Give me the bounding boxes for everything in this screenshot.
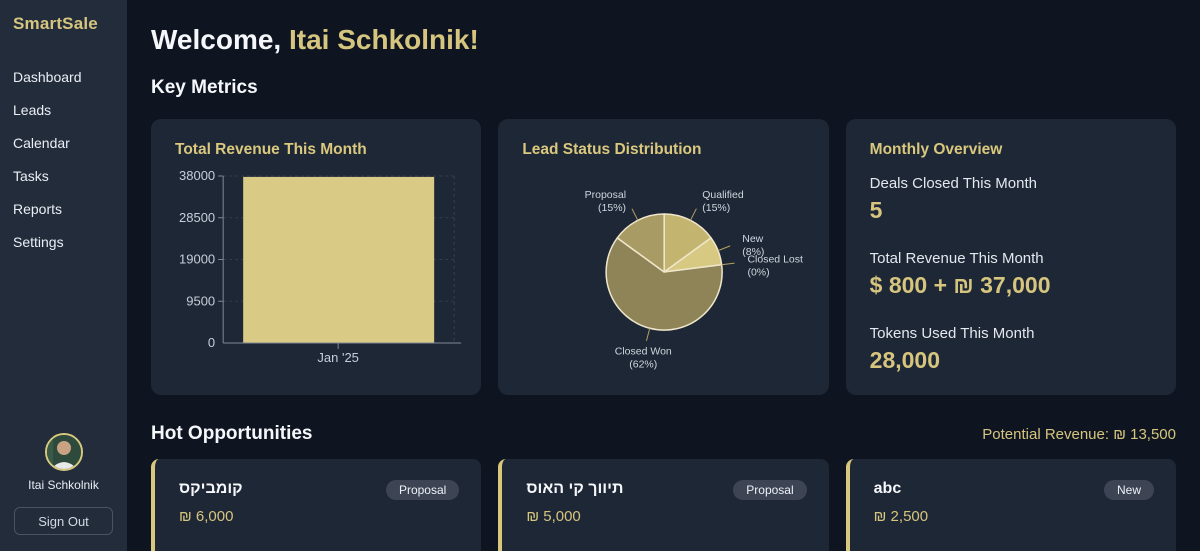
stat-total-revenue: Total Revenue This Month $ 800 + ₪ 37,00… xyxy=(870,250,1158,299)
revenue-bar-chart: 38000 28500 19000 9500 0 Jan '25 xyxy=(179,168,462,365)
opportunity-card[interactable]: קומביקס Proposal ₪ 6,000 Contact: ... xyxy=(151,459,482,551)
sidebar: SmartSale Dashboard Leads Calendar Tasks… xyxy=(0,0,127,551)
pie-slice-qualified xyxy=(663,213,713,273)
pie-label-pct: (15%) xyxy=(703,202,731,214)
welcome-heading: Welcome, Itai Schkolnik! xyxy=(151,24,1176,56)
pie-label-pct: (8%) xyxy=(743,246,765,258)
stat-label: Total Revenue This Month xyxy=(869,250,1044,267)
pie-label: Qualified xyxy=(703,189,745,201)
y-tick-28500: 28500 xyxy=(179,210,215,225)
stat-tokens-used: Tokens Used This Month 28,000 xyxy=(870,325,1158,374)
x-tick-jan25: Jan '25 xyxy=(317,350,359,365)
stat-label: Tokens Used This Month xyxy=(869,325,1035,342)
pie-label: New xyxy=(743,233,764,245)
person-photo-icon xyxy=(46,435,81,469)
sidebar-item-leads[interactable]: Leads xyxy=(13,102,52,118)
sign-out-button[interactable]: Sign Out xyxy=(14,507,113,535)
monthly-overview-title: Monthly Overview xyxy=(869,141,1003,158)
status-badge: Proposal xyxy=(733,480,807,500)
stat-deals-closed: Deals Closed This Month 5 xyxy=(870,175,1158,224)
key-metrics-heading: Key Metrics xyxy=(151,77,258,98)
pie-label-pct: (15%) xyxy=(598,202,626,214)
stat-label: Deals Closed This Month xyxy=(869,175,1037,192)
y-tick-38000: 38000 xyxy=(179,168,215,183)
user-name: Itai Schkolnik xyxy=(28,478,99,492)
y-tick-0: 0 xyxy=(208,335,215,350)
pie-slice-proposal xyxy=(616,213,666,273)
opportunity-amount: ₪ 6,000 xyxy=(179,508,234,525)
welcome-prefix: Welcome, xyxy=(151,24,289,55)
opportunity-detail: Contact: ... xyxy=(179,548,459,551)
app-logo: SmartSale xyxy=(13,14,98,33)
revenue-chart-title: Total Revenue This Month xyxy=(175,141,367,158)
welcome-user-name: Itai Schkolnik! xyxy=(288,24,479,55)
pie-label-pct: (62%) xyxy=(630,358,658,370)
lead-status-title: Lead Status Distribution xyxy=(522,141,702,158)
sidebar-item-reports[interactable]: Reports xyxy=(13,201,63,217)
opportunity-card-top: קומביקס Proposal xyxy=(179,480,460,500)
status-badge: New xyxy=(1103,480,1154,500)
y-tick-19000: 19000 xyxy=(179,252,215,267)
opportunity-amount: ₪ 2,500 xyxy=(873,508,929,525)
sidebar-nav: Dashboard Leads Calendar Tasks Reports S… xyxy=(13,61,114,259)
stat-value: 5 xyxy=(869,197,883,223)
sidebar-user-section: Itai Schkolnik Sign Out xyxy=(0,433,127,535)
main-content: Welcome, Itai Schkolnik! Key Metrics Tot… xyxy=(127,0,1200,551)
pie-label: Closed Won xyxy=(615,345,672,357)
opportunity-title: תיווך קי האוס xyxy=(526,480,624,497)
lead-status-card: Lead Status Distribution Qualified (15%) N… xyxy=(498,119,829,395)
opportunities-row: קומביקס Proposal ₪ 6,000 Contact: ... תי… xyxy=(151,459,1176,551)
hot-opportunities-heading: Hot Opportunities xyxy=(151,423,313,444)
opportunity-title: קומביקס xyxy=(179,480,243,497)
revenue-chart-card: Total Revenue This Month xyxy=(151,119,482,395)
sidebar-item-settings[interactable]: Settings xyxy=(13,234,64,250)
sidebar-item-tasks[interactable]: Tasks xyxy=(13,168,49,184)
potential-revenue-label: Potential Revenue: ₪ 13,500 xyxy=(982,426,1176,443)
user-avatar xyxy=(44,433,83,471)
revenue-bar xyxy=(243,176,435,343)
opportunity-card-top: abc New xyxy=(874,480,1154,500)
pie-label: Closed Lost xyxy=(748,254,804,266)
sidebar-item-calendar[interactable]: Calendar xyxy=(13,135,70,151)
opportunity-title: abc xyxy=(873,480,902,497)
pie-label-pct: (0%) xyxy=(748,267,770,279)
monthly-overview-stats: Deals Closed This Month 5 Total Revenue … xyxy=(870,175,1158,395)
y-tick-9500: 9500 xyxy=(186,293,215,308)
pie-label: Proposal xyxy=(585,189,626,201)
sidebar-item-dashboard[interactable]: Dashboard xyxy=(13,69,82,85)
opportunity-card-top: תיווך קי האוס Proposal xyxy=(526,480,807,500)
stat-value: $ 800 + ₪ 37,000 xyxy=(869,272,1051,298)
key-metrics-row: Total Revenue This Month xyxy=(151,119,1176,395)
hot-opportunities-header: Hot Opportunities Potential Revenue: ₪ 1… xyxy=(151,423,1176,445)
opportunity-detail: Contact: ... xyxy=(874,548,1154,551)
lead-status-pie-chart: Qualified(15%)New(8%)Closed Lost(0%)Clos… xyxy=(585,189,804,370)
status-badge: Proposal xyxy=(385,480,460,500)
opportunity-amount: ₪ 5,000 xyxy=(526,508,581,525)
stat-value: 28,000 xyxy=(869,347,941,373)
opportunity-card[interactable]: תיווך קי האוס Proposal ₪ 5,000 Contact: … xyxy=(498,459,829,551)
monthly-overview-card: Monthly Overview Deals Closed This Month… xyxy=(845,119,1176,395)
opportunity-card[interactable]: abc New ₪ 2,500 Contact: ... xyxy=(845,459,1176,551)
opportunity-detail: Contact: ... xyxy=(526,548,806,551)
